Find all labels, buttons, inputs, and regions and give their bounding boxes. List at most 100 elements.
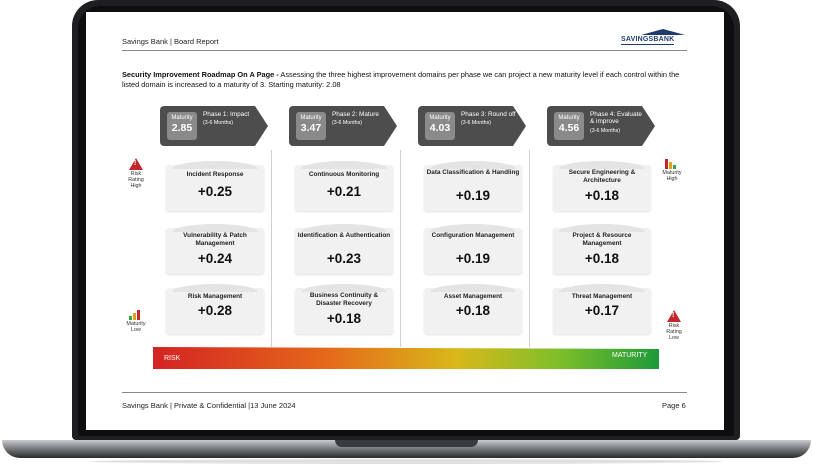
domain-improvement: +0.19 (455, 251, 491, 266)
domain-improvement: +0.18 (584, 188, 620, 203)
card-cap (301, 224, 387, 232)
warning-icon: ! (129, 158, 143, 170)
intro-text: Security Improvement Roadmap On A Page -… (122, 70, 692, 90)
footer-text: Savings Bank | Private & Confidential |1… (122, 401, 296, 410)
risk-rating-high-label: Risk Rating High (128, 171, 144, 189)
phase-duration: (3-6 Months) (203, 120, 234, 127)
domain-card: Business Continuity & Disaster Recovery … (295, 284, 393, 334)
phase-title: Phase 4: Evaluate & improve (590, 111, 642, 126)
phase-arrow-tip (513, 106, 526, 146)
intro-body: Assessing the three highest improvement … (122, 70, 680, 89)
risk-maturity-bar (153, 347, 659, 369)
risk-rating-low: ! Risk Rating Low (662, 310, 686, 341)
domain-improvement: +0.18 (584, 251, 620, 266)
phase-4-arrow: Maturity 4.56 Phase 4: Evaluate & improv… (547, 106, 655, 146)
card-cap (172, 224, 258, 232)
laptop-shadow (90, 459, 723, 464)
card-cap (301, 161, 387, 169)
laptop-notch (335, 440, 478, 447)
domain-name: Vulnerability & Patch Management (183, 232, 247, 247)
bank-logo: SAVINGSBANK (621, 36, 675, 45)
domain-name: Continuous Monitoring (308, 171, 380, 178)
maturity-box: Maturity 4.56 (554, 112, 584, 140)
domain-card: Incident Response +0.25 (166, 161, 264, 211)
card-cap (430, 224, 516, 232)
domain-name: Project & Resource Management (572, 232, 632, 247)
footer-divider (122, 392, 687, 393)
domain-card: Asset Management +0.18 (424, 284, 522, 334)
phase-2-arrow: Maturity 3.47 Phase 2: Mature (3-6 Months… (289, 106, 397, 146)
card-cap (559, 224, 645, 232)
domain-card: Continuous Monitoring +0.21 (295, 161, 393, 211)
phase-name: Phase 4: Evaluate & improve (3-6 Months) (590, 111, 645, 135)
page-number: Page 6 (662, 401, 686, 410)
phase-arrow-tip (255, 106, 268, 146)
domain-card: Vulnerability & Patch Management +0.24 (166, 224, 264, 274)
maturity-label: Maturity (171, 115, 193, 121)
maturity-value: 4.03 (429, 122, 451, 134)
phase-duration: (3-6 Months) (590, 127, 621, 134)
domain-improvement: +0.28 (197, 303, 233, 318)
domain-name: Asset Management (443, 293, 503, 300)
phase-3-arrow: Maturity 4.03 Phase 3: Round off (3-6 Mon… (418, 106, 526, 146)
phase-duration: (3-6 Months) (332, 120, 363, 127)
column-divider (400, 150, 401, 348)
maturity-value: 4.56 (558, 122, 580, 134)
risk-rating-high: ! Risk Rating High (124, 158, 148, 189)
maturity-high: Maturity High (658, 158, 686, 183)
phase-1-arrow: Maturity 2.85 Phase 1: Impact (3-6 Months… (160, 106, 268, 146)
card-cap (301, 284, 387, 292)
domain-card: Data Classification & Handling +0.19 (424, 161, 522, 211)
column-divider (529, 150, 530, 348)
maturity-bars-icon (129, 309, 143, 320)
domain-name: Configuration Management (431, 232, 515, 239)
maturity-high-label: Maturity High (662, 170, 682, 182)
slide-screen: Savings Bank | Board Report SAVINGSBANK … (86, 12, 724, 430)
maturity-low: Maturity Low (122, 309, 150, 334)
report-title: Savings Bank | Board Report (122, 37, 219, 46)
domain-improvement: +0.18 (455, 303, 491, 318)
card-cap (559, 161, 645, 169)
phase-name: Phase 1: Impact (3-6 Months) (203, 111, 258, 128)
maturity-label: MATURITY (612, 352, 648, 359)
phase-arrow-tip (384, 106, 397, 146)
phase-name: Phase 2: Mature (3-6 Months) (332, 111, 387, 128)
domain-improvement: +0.18 (326, 311, 362, 326)
logo-roof-icon (641, 29, 685, 35)
card-cap (430, 284, 516, 292)
domain-name: Risk Management (187, 293, 243, 300)
phase-name: Phase 3: Round off (3-6 Months) (461, 111, 516, 128)
maturity-label: Maturity (429, 115, 451, 121)
phase-title: Phase 3: Round off (461, 111, 516, 118)
domain-card: Project & Resource Management +0.18 (553, 224, 651, 274)
domain-improvement: +0.25 (197, 184, 233, 199)
domain-card: Threat Management +0.17 (553, 284, 651, 334)
maturity-box: Maturity 4.03 (425, 112, 455, 140)
domain-card: Risk Management +0.28 (166, 284, 264, 334)
card-cap (172, 284, 258, 292)
domain-improvement: +0.24 (197, 251, 233, 266)
maturity-low-label: Maturity Low (126, 321, 146, 333)
card-cap (559, 284, 645, 292)
column-divider (271, 150, 272, 348)
domain-improvement: +0.21 (326, 184, 362, 199)
domain-improvement: +0.23 (326, 251, 362, 266)
maturity-label: Maturity (558, 115, 580, 121)
phase-arrow-tip (642, 106, 655, 146)
maturity-box: Maturity 2.85 (167, 112, 197, 140)
maturity-box: Maturity 3.47 (296, 112, 326, 140)
risk-rating-low-label: Risk Rating Low (666, 323, 682, 341)
intro-heading: Security Improvement Roadmap On A Page - (122, 70, 279, 79)
domain-name: Business Continuity & Disaster Recovery (309, 292, 379, 307)
domain-card: Secure Engineering & Architecture +0.18 (553, 161, 651, 211)
domain-card: Configuration Management +0.19 (424, 224, 522, 274)
domain-card: Identification & Authentication +0.23 (295, 224, 393, 274)
header-divider (122, 50, 687, 51)
domain-name: Identification & Authentication (297, 232, 391, 239)
risk-label: RISK (164, 355, 181, 362)
card-cap (430, 161, 516, 169)
maturity-value: 2.85 (171, 122, 193, 134)
warning-icon: ! (667, 310, 681, 322)
maturity-value: 3.47 (300, 122, 322, 134)
maturity-label: Maturity (300, 115, 322, 121)
